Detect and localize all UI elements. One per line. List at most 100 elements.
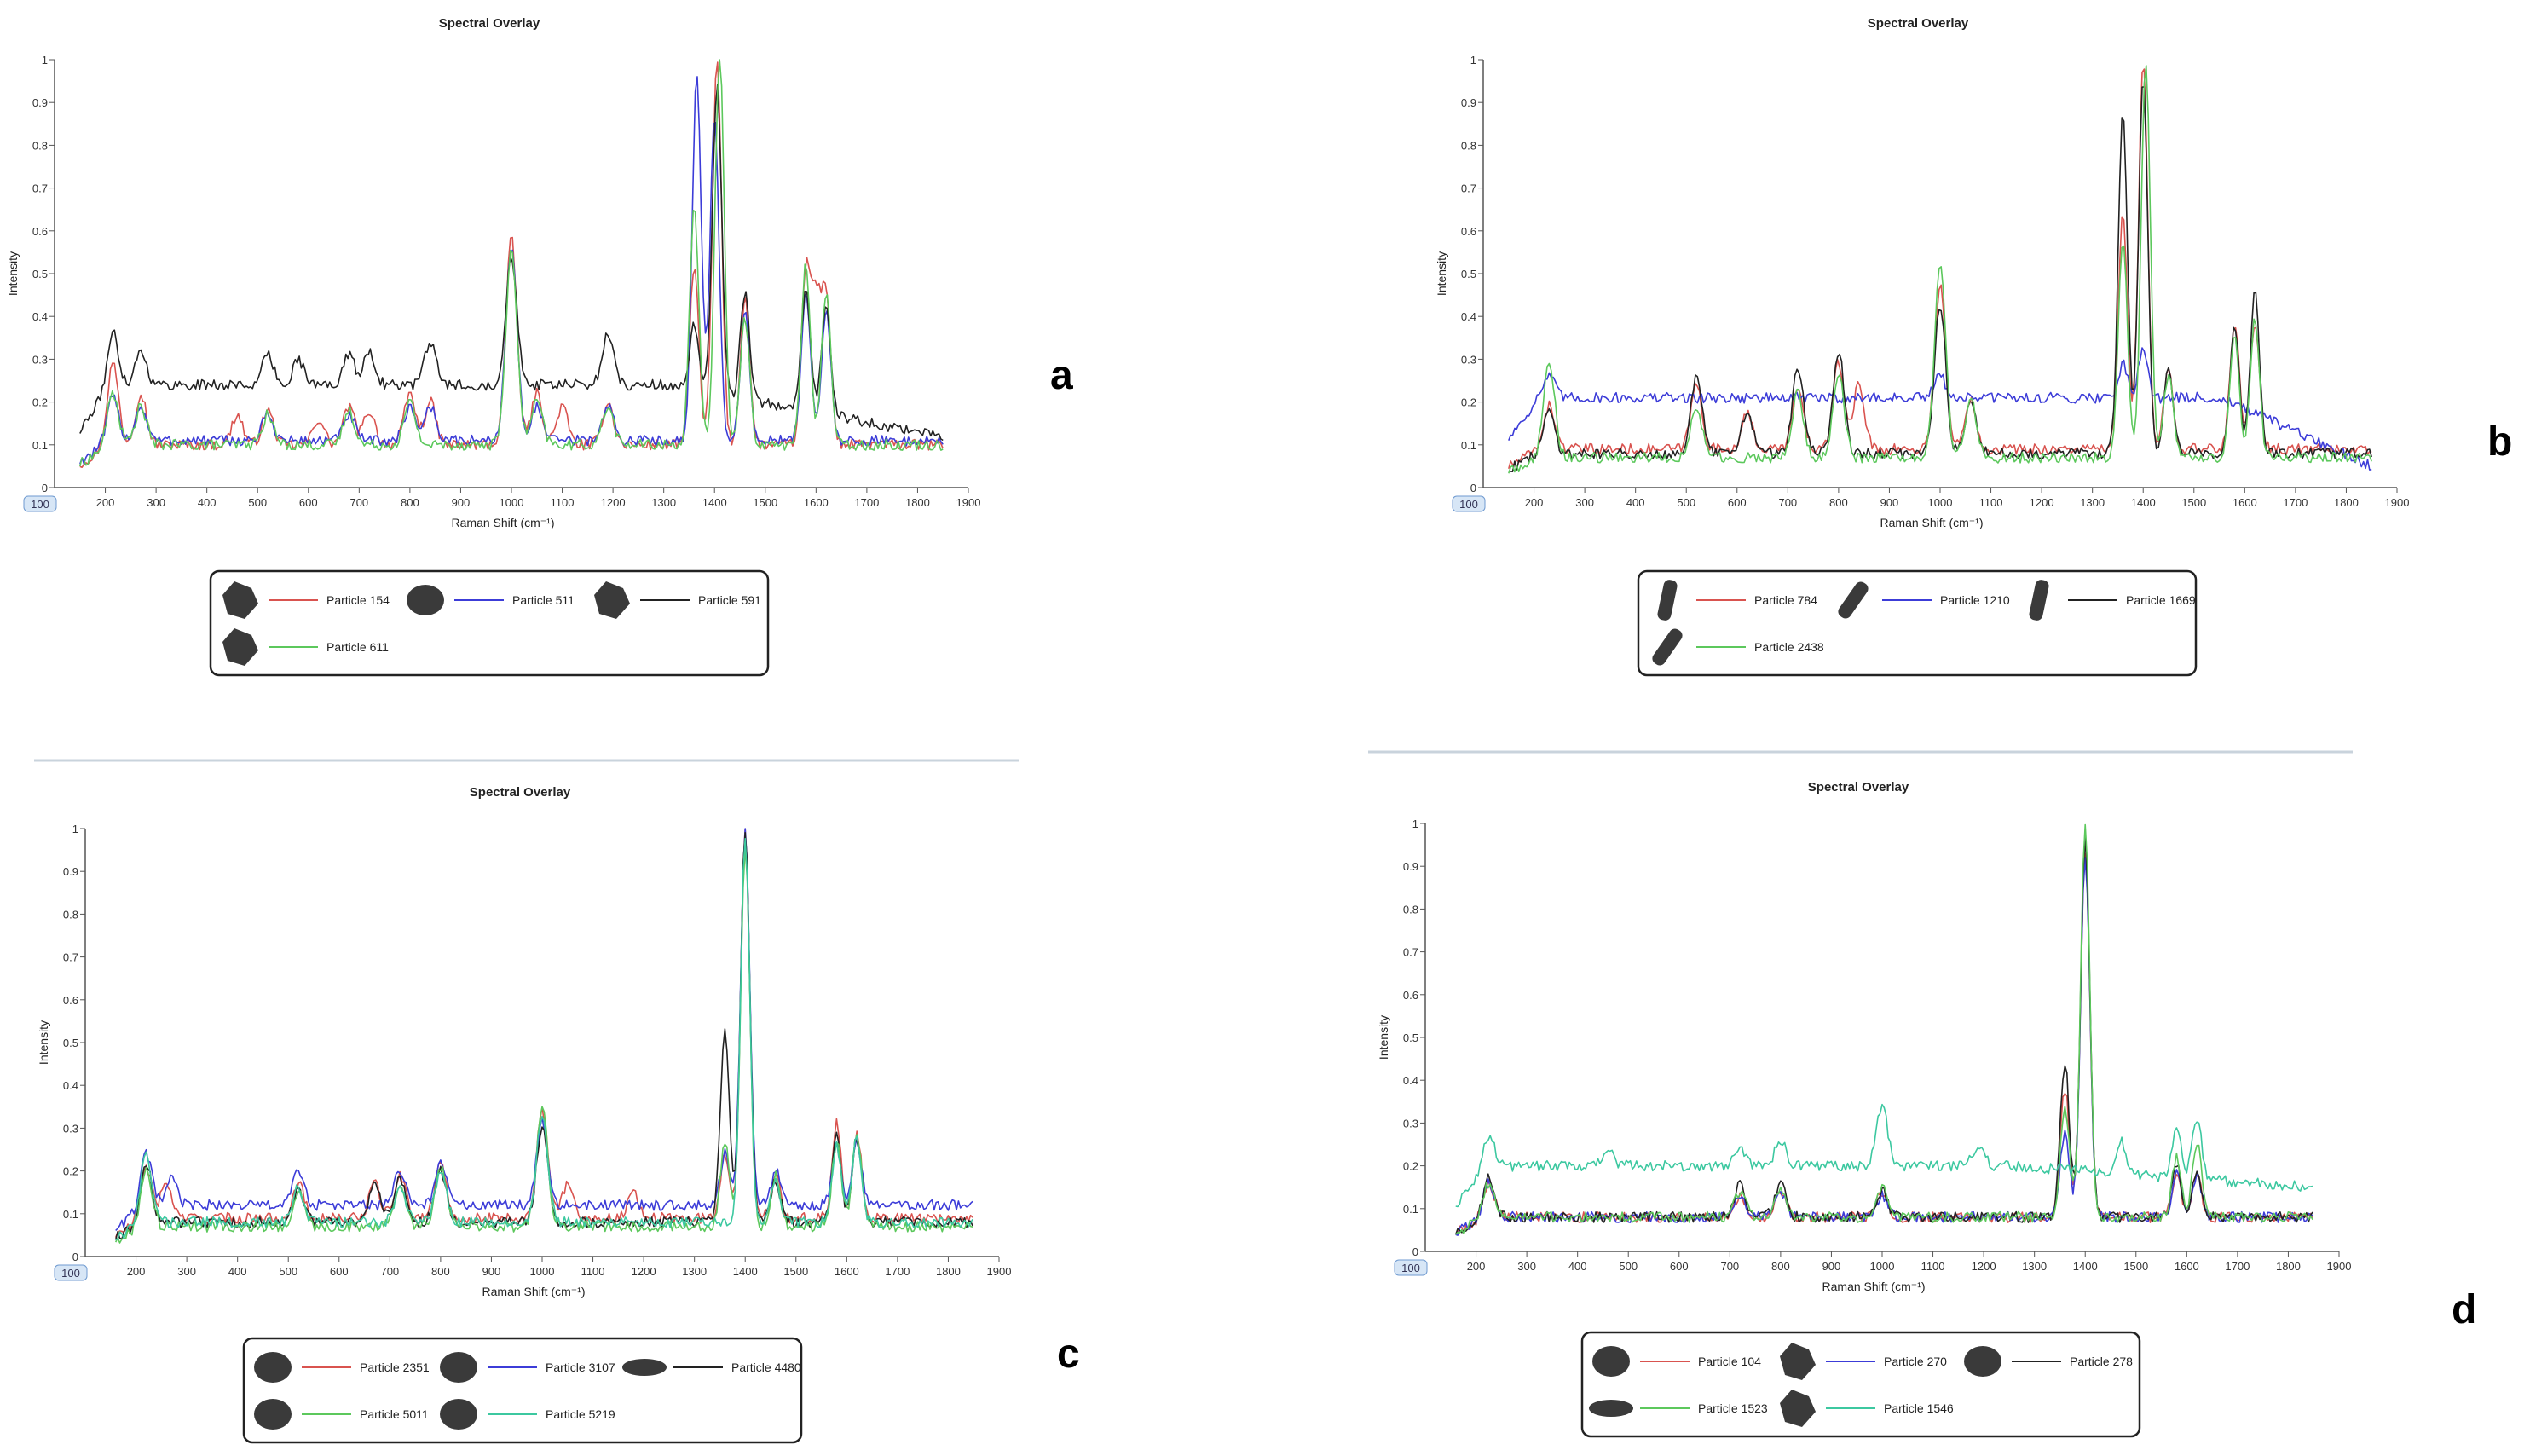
y-tick-label: 0.1 (63, 1208, 78, 1221)
y-tick-label: 0.9 (63, 865, 78, 878)
x-tick-label: 600 (330, 1265, 349, 1278)
particle-thumbnail (622, 1359, 667, 1376)
y-tick-label: 0.5 (32, 268, 48, 280)
y-tick-label: 0.5 (1461, 268, 1476, 280)
chart-title: Spectral Overlay (470, 785, 571, 800)
particle-thumbnail (254, 1352, 292, 1383)
y-tick-label: 0.1 (32, 439, 48, 452)
x-tick-label: 700 (349, 496, 368, 509)
x-tick-label: 500 (1619, 1260, 1638, 1273)
y-tick-label: 0.5 (1403, 1031, 1418, 1044)
legend-entry-label: Particle 4480 (731, 1361, 801, 1374)
y-tick-label: 0.8 (1461, 139, 1476, 152)
y-axis-label: Intensity (1435, 251, 1448, 296)
y-tick-label: 0.3 (1461, 353, 1476, 366)
particle-thumbnail (594, 581, 630, 619)
x-tick-label: 1700 (885, 1265, 910, 1278)
legend-entry-label: Particle 1523 (1698, 1401, 1768, 1415)
x-tick-label: 300 (1517, 1260, 1536, 1273)
zoom-badge-label: 100 (1459, 498, 1478, 511)
x-tick-label: 300 (177, 1265, 196, 1278)
x-tick-label: 400 (198, 496, 217, 509)
y-tick-label: 0.8 (63, 908, 78, 921)
y-tick-label: 1 (42, 54, 48, 66)
y-tick-label: 0 (1470, 482, 1476, 494)
x-tick-label: 1600 (835, 1265, 859, 1278)
x-tick-label: 1600 (2233, 496, 2257, 509)
y-tick-label: 0.5 (63, 1037, 78, 1049)
zoom-badge[interactable] (54, 1264, 88, 1281)
x-tick-label: 1100 (1979, 496, 2003, 509)
x-tick-label: 1800 (936, 1265, 961, 1278)
x-tick-label: 1900 (2385, 496, 2410, 509)
series-line-particle-5011 (114, 846, 973, 1244)
y-tick-label: 0.7 (1403, 946, 1418, 959)
x-tick-label: 200 (127, 1265, 146, 1278)
legend-box (1580, 1331, 2141, 1438)
x-tick-label: 1300 (2022, 1260, 2047, 1273)
x-tick-label: 900 (482, 1265, 501, 1278)
legend-entry-label: Particle 5219 (546, 1407, 615, 1421)
series-line-particle-1669 (1508, 85, 2372, 472)
y-tick-label: 0.1 (1403, 1203, 1418, 1216)
x-tick-label: 200 (1467, 1260, 1486, 1273)
legend-entry-label: Particle 3107 (546, 1361, 615, 1374)
x-tick-label: 1400 (2131, 496, 2156, 509)
x-tick-label: 1500 (783, 1265, 808, 1278)
x-tick-label: 1300 (2080, 496, 2105, 509)
chart-title: Spectral Overlay (1808, 780, 1909, 794)
y-tick-label: 1 (1412, 818, 1418, 830)
y-tick-label: 0.3 (32, 353, 48, 366)
x-axis-label: Raman Shift (cm⁻¹) (1822, 1280, 1926, 1293)
x-tick-label: 600 (1728, 496, 1747, 509)
particle-thumbnail (1657, 580, 1678, 621)
legend-box (209, 569, 770, 677)
y-tick-label: 1 (72, 823, 78, 835)
y-tick-label: 0.9 (1461, 96, 1476, 109)
figure-label-b: b (2487, 419, 2512, 465)
x-tick-label: 1100 (1921, 1260, 1945, 1273)
y-tick-label: 0.4 (63, 1079, 78, 1092)
particle-thumbnail (407, 585, 444, 615)
series-line-particle-2438 (1508, 65, 2372, 474)
y-tick-label: 0.4 (1403, 1074, 1418, 1087)
x-tick-label: 1700 (2225, 1260, 2250, 1273)
series-line-particle-1210 (1508, 347, 2372, 471)
y-tick-label: 0.6 (32, 225, 48, 238)
y-tick-label: 0 (42, 482, 48, 494)
x-tick-label: 800 (401, 496, 419, 509)
y-axis-label: Intensity (37, 1020, 50, 1065)
x-tick-label: 600 (299, 496, 318, 509)
x-tick-label: 1900 (956, 496, 981, 509)
x-tick-label: 900 (452, 496, 471, 509)
series-line-particle-5219 (115, 837, 973, 1241)
zoom-badge[interactable] (23, 495, 57, 512)
x-tick-label: 1200 (601, 496, 626, 509)
x-tick-label: 1800 (2276, 1260, 2301, 1273)
x-tick-label: 600 (1670, 1260, 1689, 1273)
y-tick-label: 0.8 (1403, 903, 1418, 916)
zoom-badge[interactable] (1394, 1259, 1428, 1276)
y-tick-label: 0.2 (1461, 396, 1476, 409)
series-line-particle-2351 (114, 828, 973, 1238)
x-tick-label: 1900 (2327, 1260, 2352, 1273)
panel-d: Spectral Overlay 0 0.1 0.2 0.3 0.4 0.5 0.6 0.7 0.… (1377, 780, 2352, 1438)
y-tick-label: 0.9 (1403, 860, 1418, 873)
legend-entry-label: Particle 278 (2070, 1355, 2133, 1368)
x-tick-label: 1900 (987, 1265, 1012, 1278)
panel-a: Spectral Overlay 0 0.1 0.2 0.3 0.4 0.5 0.6 0.7 0.… (6, 16, 981, 677)
particle-thumbnail (1592, 1346, 1630, 1377)
x-tick-label: 500 (248, 496, 267, 509)
zoom-badge[interactable] (1452, 495, 1486, 512)
x-tick-label: 700 (1720, 1260, 1739, 1273)
y-tick-label: 1 (1470, 54, 1476, 66)
series-line-particle-591 (79, 84, 944, 442)
x-tick-label: 200 (1525, 496, 1544, 509)
x-tick-label: 1000 (530, 1265, 555, 1278)
particle-thumbnail (254, 1399, 292, 1430)
y-tick-label: 0.7 (1461, 182, 1476, 195)
panel-c: Spectral Overlay 0 0.1 0.2 0.3 0.4 0.5 0.6 0.7 0.… (37, 785, 1012, 1444)
legend-entry-label: Particle 1669 (2126, 593, 2196, 607)
x-tick-label: 300 (147, 496, 165, 509)
legend-entry-label: Particle 1210 (1940, 593, 2010, 607)
